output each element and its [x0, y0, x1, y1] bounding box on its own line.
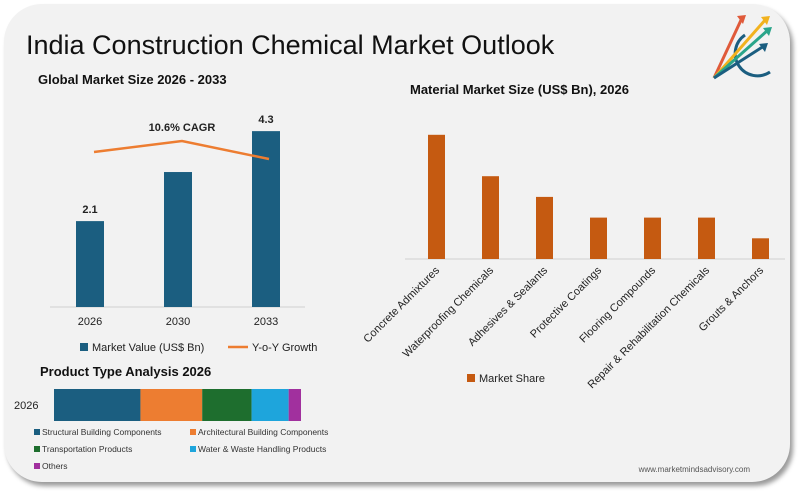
x-tick-label: 2030	[166, 316, 190, 328]
legend-item: Others	[42, 461, 68, 471]
stacked-segment	[251, 389, 289, 421]
material-bar	[482, 176, 499, 259]
logo-arrowhead	[759, 43, 768, 52]
material-bar	[644, 217, 661, 259]
x-tick-label: Repair & Rehabilitation Chemicals	[586, 264, 713, 391]
material-bar	[698, 217, 715, 259]
x-tick-label: 2033	[254, 316, 278, 328]
legend-swatch	[34, 429, 40, 435]
logo-arrowhead	[761, 16, 770, 25]
legend-growth: Y-o-Y Growth	[252, 342, 317, 354]
stacked-segment	[54, 389, 141, 421]
stacked-segment	[288, 389, 301, 421]
product-type-title: Product Type Analysis 2026	[40, 364, 212, 379]
logo-arrow	[712, 18, 768, 79]
website-text: www.marketmindsadvisory.com	[638, 465, 750, 474]
material-bar	[428, 134, 445, 259]
legend-item: Transportation Products	[42, 444, 132, 454]
material-title: Material Market Size (US$ Bn), 2026	[410, 82, 629, 97]
logo-swoosh	[733, 33, 771, 78]
legend-swatch	[190, 429, 196, 435]
market-size-title: Global Market Size 2026 - 2033	[38, 72, 227, 87]
stacked-segment	[140, 389, 203, 421]
material-bar	[590, 217, 607, 259]
logo-arrow	[713, 28, 769, 80]
logo-arrowhead	[737, 15, 746, 24]
legend-item: Structural Building Components	[42, 427, 162, 437]
legend-market-share: Market Share	[479, 373, 545, 385]
market-bar	[76, 221, 104, 307]
material-bar	[752, 238, 769, 259]
cagr-annotation: 10.6% CAGR	[149, 122, 216, 134]
legend-swatch	[34, 463, 40, 469]
legend-swatch-market-value	[80, 343, 88, 351]
x-tick-label: Waterproofing Chemicals	[401, 264, 497, 360]
legend-item: Water & Waste Handling Products	[198, 444, 326, 454]
market-bar	[164, 172, 192, 307]
data-label: 2.1	[82, 204, 97, 216]
material-bar	[536, 196, 553, 259]
page-title: India Construction Chemical Market Outlo…	[26, 30, 555, 60]
logo-arrow	[712, 17, 744, 79]
legend-swatch-market-share	[467, 374, 475, 382]
stacked-segment	[202, 389, 252, 421]
x-tick-label: 2026	[78, 316, 102, 328]
y-tick-label: 2026	[14, 400, 38, 412]
logo-arrow	[713, 44, 765, 80]
legend-item: Architectural Building Components	[198, 427, 328, 437]
market-bar	[252, 131, 280, 307]
legend-swatch	[190, 446, 196, 452]
growth-line	[93, 139, 270, 161]
data-label: 4.3	[258, 114, 273, 126]
legend-market-value: Market Value (US$ Bn)	[92, 342, 204, 354]
logo-arrowhead	[763, 27, 772, 36]
legend-swatch	[34, 446, 40, 452]
